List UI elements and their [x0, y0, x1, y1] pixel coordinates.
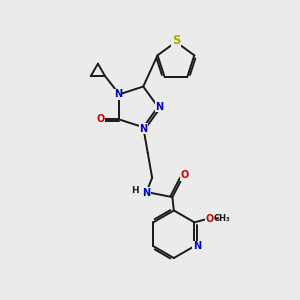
Text: S: S [172, 34, 180, 47]
Text: CH₃: CH₃ [214, 214, 231, 223]
Text: N: N [193, 241, 201, 251]
Text: H: H [131, 186, 139, 195]
Text: O: O [97, 115, 105, 124]
Text: N: N [139, 124, 147, 134]
Text: N: N [114, 89, 122, 99]
Text: O: O [181, 170, 189, 180]
Text: N: N [142, 188, 150, 198]
Text: O: O [206, 214, 214, 224]
Text: N: N [155, 102, 164, 112]
